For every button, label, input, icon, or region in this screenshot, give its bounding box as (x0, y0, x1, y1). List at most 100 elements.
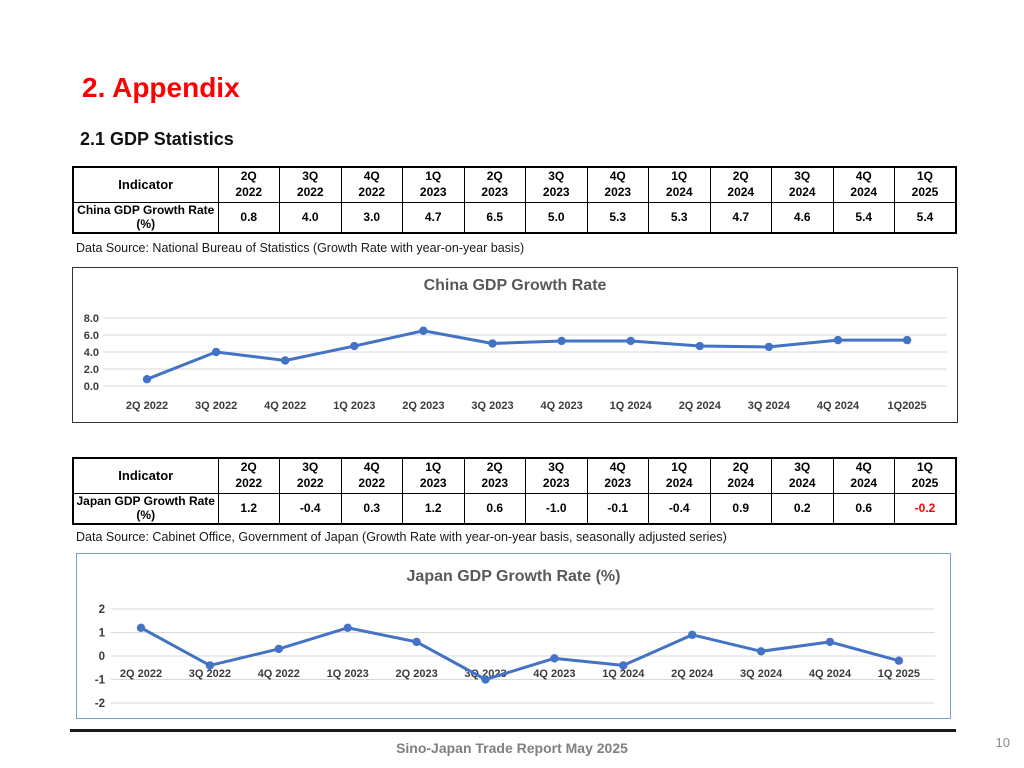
value-cell: 4.7 (709, 201, 772, 234)
x-tick-label: 2Q 2024 (679, 400, 722, 412)
data-point-marker (626, 336, 635, 346)
quarter-header-cell: 4Q 2022 (340, 457, 403, 494)
x-tick-label: 4Q 2024 (817, 400, 860, 412)
quarter-header-cell: 1Q 2025 (894, 166, 957, 203)
x-tick-label: 3Q 2024 (740, 668, 783, 680)
value-cell: -0.1 (586, 492, 649, 525)
value-cell: -0.4 (648, 492, 711, 525)
series-line (145, 329, 909, 381)
data-point-marker (695, 341, 704, 351)
data-point-marker (550, 654, 559, 663)
y-tick-label: 0 (99, 651, 105, 663)
x-tick-label: 4Q 2023 (540, 400, 582, 412)
x-tick-label: 1Q 2023 (327, 668, 369, 680)
value-cell: 0.6 (832, 492, 895, 525)
x-tick-label: 3Q 2024 (748, 400, 791, 412)
x-tick-label: 4Q 2022 (258, 668, 300, 680)
data-point-marker (142, 375, 152, 384)
quarter-header-cell: 2Q 2024 (709, 166, 772, 203)
quarter-header-cell: 4Q 2023 (586, 457, 649, 494)
quarter-header-cell: 4Q 2024 (832, 457, 895, 494)
quarter-header-cell: 3Q 2024 (771, 457, 834, 494)
y-tick-label: -1 (95, 675, 106, 687)
china-gdp-chart: China GDP Growth Rate 0.0 2.0 4.0 6.0 8.0 2Q … (72, 267, 958, 423)
x-tick-label: 3Q 2023 (471, 400, 513, 412)
value-cell: 4.6 (771, 201, 834, 234)
value-cell: 5.4 (832, 201, 895, 234)
data-point-marker (557, 336, 566, 346)
quarter-header-cell: 2Q 2022 (217, 457, 280, 494)
japan-gdp-chart: Japan GDP Growth Rate (%) -2 -1 0 1 2 2Q 2022… (76, 553, 951, 719)
value-cell: 6.5 (463, 201, 526, 234)
value-cell: 0.3 (340, 492, 403, 525)
y-tick-label: 4.0 (84, 347, 99, 359)
x-tick-label: 2Q 2022 (120, 668, 162, 680)
x-tick-label: 2Q 2023 (402, 400, 444, 412)
value-cell: 0.8 (217, 201, 280, 234)
quarter-header-cell: 2Q 2023 (463, 166, 526, 203)
china-gdp-table: Indicator 2Q 2022 3Q 2022 4Q 2022 1Q 2023 2Q … (72, 166, 957, 234)
x-tick-label: 1Q 2023 (333, 400, 375, 412)
quarter-header-cell: 1Q 2024 (648, 166, 711, 203)
value-cell: 5.3 (648, 201, 711, 234)
quarter-header-cell: 2Q 2024 (709, 457, 772, 494)
section-subtitle: 2.1 GDP Statistics (80, 129, 234, 149)
footer-report-title: Sino-Japan Trade Report May 2025 (396, 740, 628, 756)
y-tick-label: 0.0 (84, 381, 99, 393)
quarter-header-cell: 2Q 2022 (217, 166, 280, 203)
quarter-header-cell: 1Q 2025 (894, 457, 957, 494)
data-point-marker (412, 637, 421, 647)
quarter-header-cell: 1Q 2024 (648, 457, 711, 494)
data-point-marker (350, 341, 359, 351)
x-tick-label: 3Q 2022 (189, 668, 231, 680)
data-point-marker (825, 637, 835, 647)
japan-gdp-table: Indicator 2Q 2022 3Q 2022 4Q 2022 1Q 2023 2Q … (72, 457, 957, 525)
value-cell: 1.2 (217, 492, 280, 525)
value-cell: -1.0 (525, 492, 588, 525)
quarter-header-cell: 1Q 2023 (402, 166, 465, 203)
x-tick-label: 2Q 2023 (395, 668, 437, 680)
data-point-marker (688, 630, 697, 640)
value-cell: 0.2 (771, 492, 834, 525)
x-tick-label: 2Q 2022 (126, 400, 168, 412)
quarter-header-cell: 3Q 2023 (525, 457, 588, 494)
value-cell: 3.0 (340, 201, 403, 234)
y-tick-label: 2 (99, 604, 105, 616)
series-line (139, 626, 901, 681)
quarter-header-cell: 3Q 2022 (279, 457, 342, 494)
data-point-marker (205, 661, 215, 670)
x-tick-label: 1Q 2024 (610, 400, 653, 412)
quarter-header-cell: 3Q 2022 (279, 166, 342, 203)
chart-canvas: 0.0 2.0 4.0 6.0 8.0 2Q 2022 3Q 2022 4Q 2022 1Q 2… (84, 313, 947, 412)
quarter-header-cell: 3Q 2024 (771, 166, 834, 203)
data-point-marker (902, 335, 912, 345)
quarter-header-cell: 4Q 2022 (340, 166, 403, 203)
page-title: 2. Appendix (82, 72, 240, 103)
row-label-cell: Japan GDP Growth Rate (%) (72, 492, 219, 525)
data-point-marker (488, 339, 497, 348)
row-label-cell: China GDP Growth Rate (%) (72, 201, 219, 234)
quarter-header-cell: 4Q 2024 (832, 166, 895, 203)
footer-divider (70, 729, 956, 732)
quarter-header-cell: 1Q 2023 (402, 457, 465, 494)
value-cell: -0.2 (894, 492, 957, 525)
value-cell: 4.0 (279, 201, 342, 234)
y-tick-label: 2.0 (84, 364, 99, 376)
data-point-marker (764, 342, 774, 352)
page-number: 10 (995, 735, 1010, 750)
x-tick-label: 4Q 2024 (809, 668, 852, 680)
quarter-header-cell: 2Q 2023 (463, 457, 526, 494)
data-point-marker (756, 647, 766, 656)
y-tick-label: 1 (99, 628, 106, 640)
value-cell: -0.4 (279, 492, 342, 525)
statistics-table: Indicator 2Q 2022 3Q 2022 4Q 2022 1Q 2023 2Q … (72, 457, 957, 525)
indicator-header-cell: Indicator (72, 166, 219, 203)
quarter-header-cell: 4Q 2023 (586, 166, 649, 203)
x-tick-label: 1Q 2024 (602, 668, 645, 680)
data-point-marker (833, 335, 843, 345)
x-tick-label: 2Q 2024 (671, 668, 714, 680)
quarter-header-cell: 3Q 2023 (525, 166, 588, 203)
chart-canvas: -2 -1 0 1 2 2Q 2022 3Q 2022 4Q 2022 1Q 2023 2Q 20… (95, 604, 935, 710)
x-tick-label: 4Q 2022 (264, 400, 306, 412)
